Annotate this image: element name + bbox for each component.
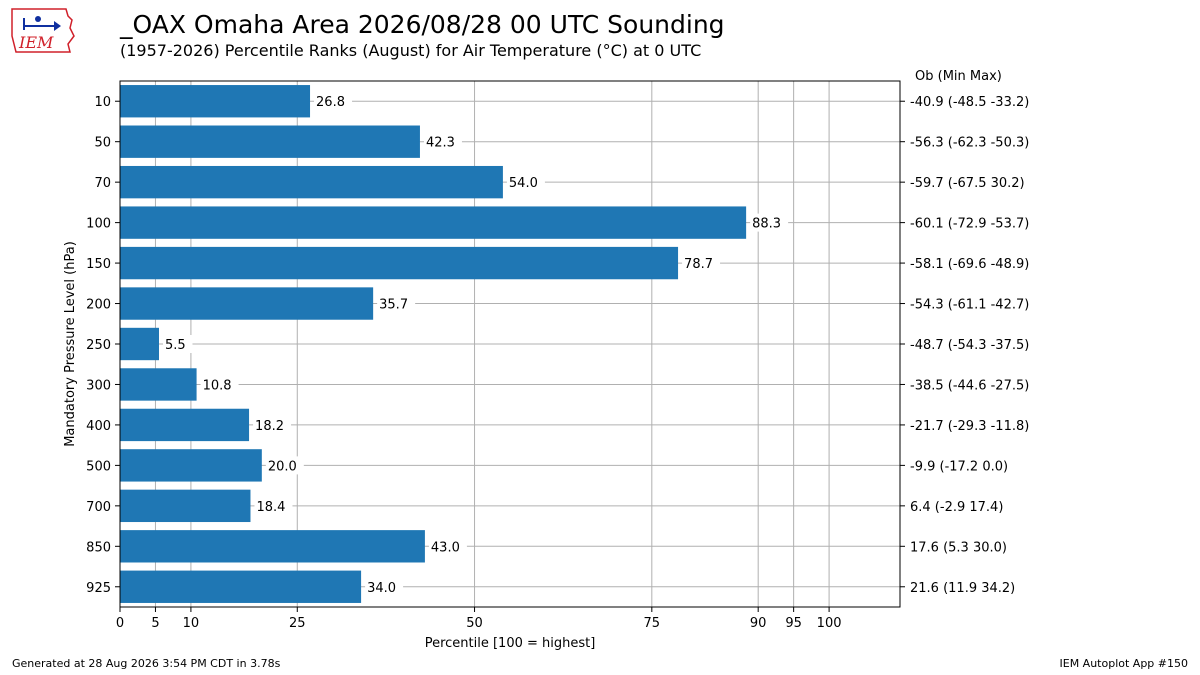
value-label-bg [682,254,721,273]
footer-app: IEM Autoplot App #150 [1059,657,1189,670]
value-label: 78.7 [684,257,713,272]
value-label: 18.4 [256,500,285,515]
value-label-bg [163,335,193,353]
x-tick-label: 25 [289,616,306,631]
value-label: 5.5 [165,338,186,353]
x-tick-label: 10 [183,616,200,631]
y-tick-label: 850 [86,540,111,555]
chart-title: _OAX Omaha Area 2026/08/28 00 UTC Soundi… [120,10,725,39]
bar [120,246,679,280]
right-tick-label: 6.4 (-2.9 17.4) [910,500,1003,515]
y-tick-label: 70 [94,176,111,191]
value-label-bg [265,456,304,475]
right-tick-label: -54.3 (-61.1 -42.7) [910,298,1029,313]
bar [120,449,262,482]
y-tick-label: 300 [86,378,111,393]
right-tick-label: -21.7 (-29.3 -11.8) [910,419,1029,434]
right-tick-label: -48.7 (-54.3 -37.5) [910,338,1029,353]
x-tick-label: 90 [750,616,767,631]
bar [120,327,159,361]
value-label: 10.8 [203,378,232,393]
value-label-bg [750,213,789,232]
iem-logo: IEM [8,6,78,58]
y-tick-label: 500 [86,459,111,474]
y-tick-label: 100 [86,217,111,232]
value-label: 43.0 [431,540,460,555]
right-tick-label: -58.1 (-69.6 -48.9) [910,257,1029,272]
value-label: 18.2 [255,419,284,434]
x-tick-label: 50 [466,616,483,631]
value-label-bg [377,294,416,313]
value-label: 20.0 [268,459,297,474]
value-label: 35.7 [379,298,408,313]
value-label: 88.3 [752,217,781,232]
bar [120,408,250,442]
bar [120,125,420,158]
right-tick-label: -38.5 (-44.6 -27.5) [910,378,1029,393]
right-tick-label: -9.9 (-17.2 0.0) [910,459,1008,474]
value-label-bg [365,577,404,596]
bar [120,530,425,563]
value-label-bg [253,415,292,434]
logo-text: IEM [18,33,54,52]
x-tick-label: 95 [785,616,802,631]
right-tick-label: -56.3 (-62.3 -50.3) [910,136,1029,151]
y-axis-label: Mandatory Pressure Level (hPa) [63,241,78,447]
y-tick-label: 925 [86,581,111,596]
bars: 26.8 42.3 54.0 88.3 78.7 35.7 5.5 10.8 18.2 20.0 1… [120,85,789,603]
value-label-bg [428,537,467,556]
value-label: 34.0 [367,581,396,596]
x-axis-label: Percentile [100 = highest] [425,636,596,651]
right-tick-label: 17.6 (5.3 30.0) [910,540,1007,555]
right-header: Ob (Min Max) [915,69,1002,84]
bar [120,489,251,523]
value-label: 42.3 [426,136,455,151]
y-tick-label: 150 [86,257,111,272]
y-tick-label: 10 [94,95,111,110]
value-label-bg [254,496,293,515]
footer-generated: Generated at 28 Aug 2026 3:54 PM CDT in … [12,657,281,670]
chart-subtitle: (1957-2026) Percentile Ranks (August) fo… [120,41,702,60]
value-label-bg [200,375,239,394]
axes: 0 5 10 25 50 75 90 95 100 10 -40.9 (-48.5 -33.2) 50… [86,95,1029,631]
value-label-bg [314,92,353,111]
right-tick-label: -40.9 (-48.5 -33.2) [910,95,1029,110]
value-label: 54.0 [509,176,538,191]
right-tick-label: -60.1 (-72.9 -53.7) [910,217,1029,232]
bar [120,570,362,603]
y-tick-label: 400 [86,419,111,434]
x-tick-label: 0 [116,616,124,631]
bar [120,165,503,199]
bar [120,85,311,118]
y-tick-label: 250 [86,338,111,353]
x-tick-label: 100 [817,616,842,631]
value-label: 26.8 [316,95,345,110]
y-tick-label: 200 [86,298,111,313]
y-tick-label: 50 [94,136,111,151]
value-label-bg [506,173,545,192]
right-tick-label: -59.7 (-67.5 30.2) [910,176,1025,191]
x-tick-label: 5 [151,616,159,631]
right-tick-label: 21.6 (11.9 34.2) [910,581,1015,596]
bar [120,206,747,239]
bar [120,368,197,401]
bar [120,287,374,320]
x-tick-label: 75 [644,616,661,631]
value-label-bg [423,132,462,151]
y-tick-label: 700 [86,500,111,515]
grid-lines [119,81,900,607]
